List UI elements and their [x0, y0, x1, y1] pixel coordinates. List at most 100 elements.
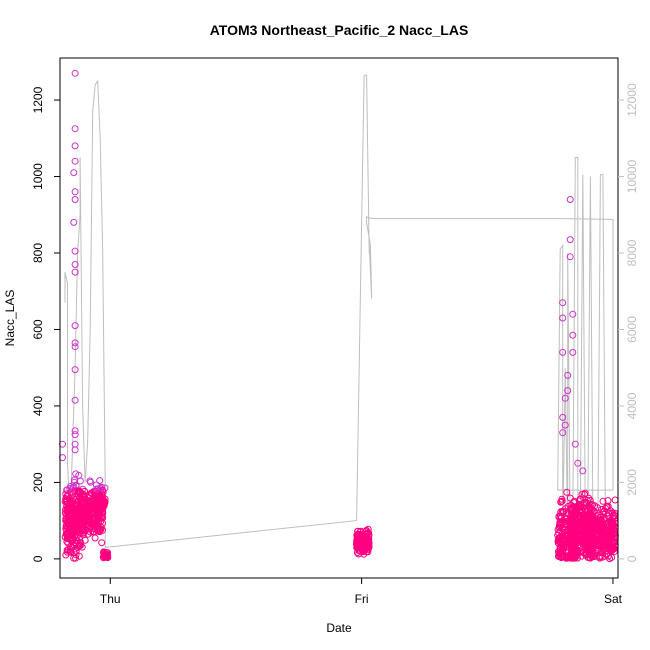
data-point: [566, 196, 574, 203]
data-point: [358, 532, 366, 540]
data-point: [71, 431, 79, 439]
data-point: [71, 396, 79, 404]
data-point: [574, 459, 582, 467]
data-point: [566, 494, 574, 502]
x-tick-label: Fri: [355, 592, 369, 606]
data-point: [89, 528, 97, 536]
data-point: [564, 371, 572, 379]
data-point: [559, 299, 567, 307]
data-point: [71, 268, 79, 276]
data-point: [555, 524, 563, 531]
data-point: [72, 470, 80, 478]
data-point: [568, 512, 576, 520]
data-point: [70, 554, 78, 562]
data-point: [71, 322, 79, 330]
data-point: [574, 547, 581, 555]
data-point: [564, 387, 572, 395]
line-series-layer: [64, 74, 616, 548]
data-point: [71, 488, 79, 496]
data-point: [359, 546, 366, 554]
y-left-tick-label: 600: [31, 319, 45, 339]
data-point: [101, 500, 109, 508]
data-point: [588, 513, 596, 521]
data-point: [600, 542, 608, 549]
y-right-tick-label: 0: [625, 555, 639, 562]
data-point: [85, 516, 93, 524]
data-point: [91, 534, 99, 542]
data-point: [85, 491, 93, 499]
y-left-tick-label: 800: [31, 243, 45, 263]
data-point: [573, 539, 581, 547]
y-right-tick-label: 4000: [625, 392, 639, 419]
data-point: [571, 530, 579, 538]
data-point: [600, 507, 608, 515]
data-point: [71, 521, 79, 529]
data-point: [584, 542, 592, 550]
x-tick-label: Sat: [604, 592, 623, 606]
series-line-0: [64, 74, 616, 548]
data-point: [98, 484, 106, 492]
data-point: [71, 188, 79, 196]
data-point: [71, 69, 79, 77]
data-point: [353, 537, 361, 545]
data-point: [71, 142, 79, 150]
axes-layer: Thu Fri Sat0200400600800100012000200040006…: [31, 57, 639, 606]
data-point: [609, 509, 617, 517]
data-point: [557, 498, 565, 506]
data-point: [561, 394, 569, 402]
data-point: [589, 519, 597, 527]
data-point: [581, 490, 588, 498]
data-point: [559, 413, 567, 421]
data-point: [584, 527, 592, 535]
data-point: [71, 339, 79, 347]
data-point: [81, 536, 89, 544]
y-right-tick-label: 2000: [625, 469, 639, 496]
y-left-tick-label: 200: [31, 472, 45, 492]
data-point: [96, 527, 104, 535]
data-point: [608, 520, 616, 528]
data-point: [93, 502, 101, 510]
data-point: [563, 488, 571, 496]
data-point: [602, 538, 610, 546]
data-point: [101, 484, 109, 492]
data-point: [591, 552, 599, 560]
data-point: [573, 554, 581, 562]
data-point: [593, 546, 601, 554]
data-point: [594, 539, 602, 547]
data-point: [601, 552, 609, 560]
data-point: [569, 513, 576, 521]
data-point: [556, 518, 564, 526]
data-point: [71, 261, 79, 268]
data-point: [74, 515, 82, 523]
data-point: [597, 516, 605, 524]
data-point: [578, 490, 586, 498]
y-left-tick-label: 0: [31, 555, 45, 562]
data-point: [567, 529, 575, 537]
data-point: [566, 253, 574, 261]
data-point: [610, 531, 618, 538]
data-point: [557, 533, 564, 541]
data-point: [76, 477, 84, 485]
data-point: [569, 331, 577, 339]
data-point: [91, 519, 99, 527]
y-left-tick-label: 1000: [31, 163, 45, 190]
data-point: [559, 314, 567, 322]
data-point: [71, 196, 79, 203]
y-left-tick-label: 400: [31, 396, 45, 416]
data-point: [559, 348, 567, 356]
data-point: [96, 477, 104, 485]
data-point: [569, 310, 577, 318]
data-point: [71, 343, 79, 351]
data-point: [96, 525, 104, 533]
chart-title: ATOM3 Northeast_Pacific_2 Nacc_LAS: [210, 22, 469, 38]
data-point: [71, 247, 79, 255]
data-point: [70, 541, 78, 549]
data-point: [96, 493, 104, 501]
y-left-tick-label: 1200: [31, 86, 45, 113]
data-point: [559, 429, 567, 437]
data-point: [82, 521, 89, 529]
data-point: [600, 529, 608, 537]
data-point: [571, 527, 579, 535]
data-point: [92, 511, 100, 519]
